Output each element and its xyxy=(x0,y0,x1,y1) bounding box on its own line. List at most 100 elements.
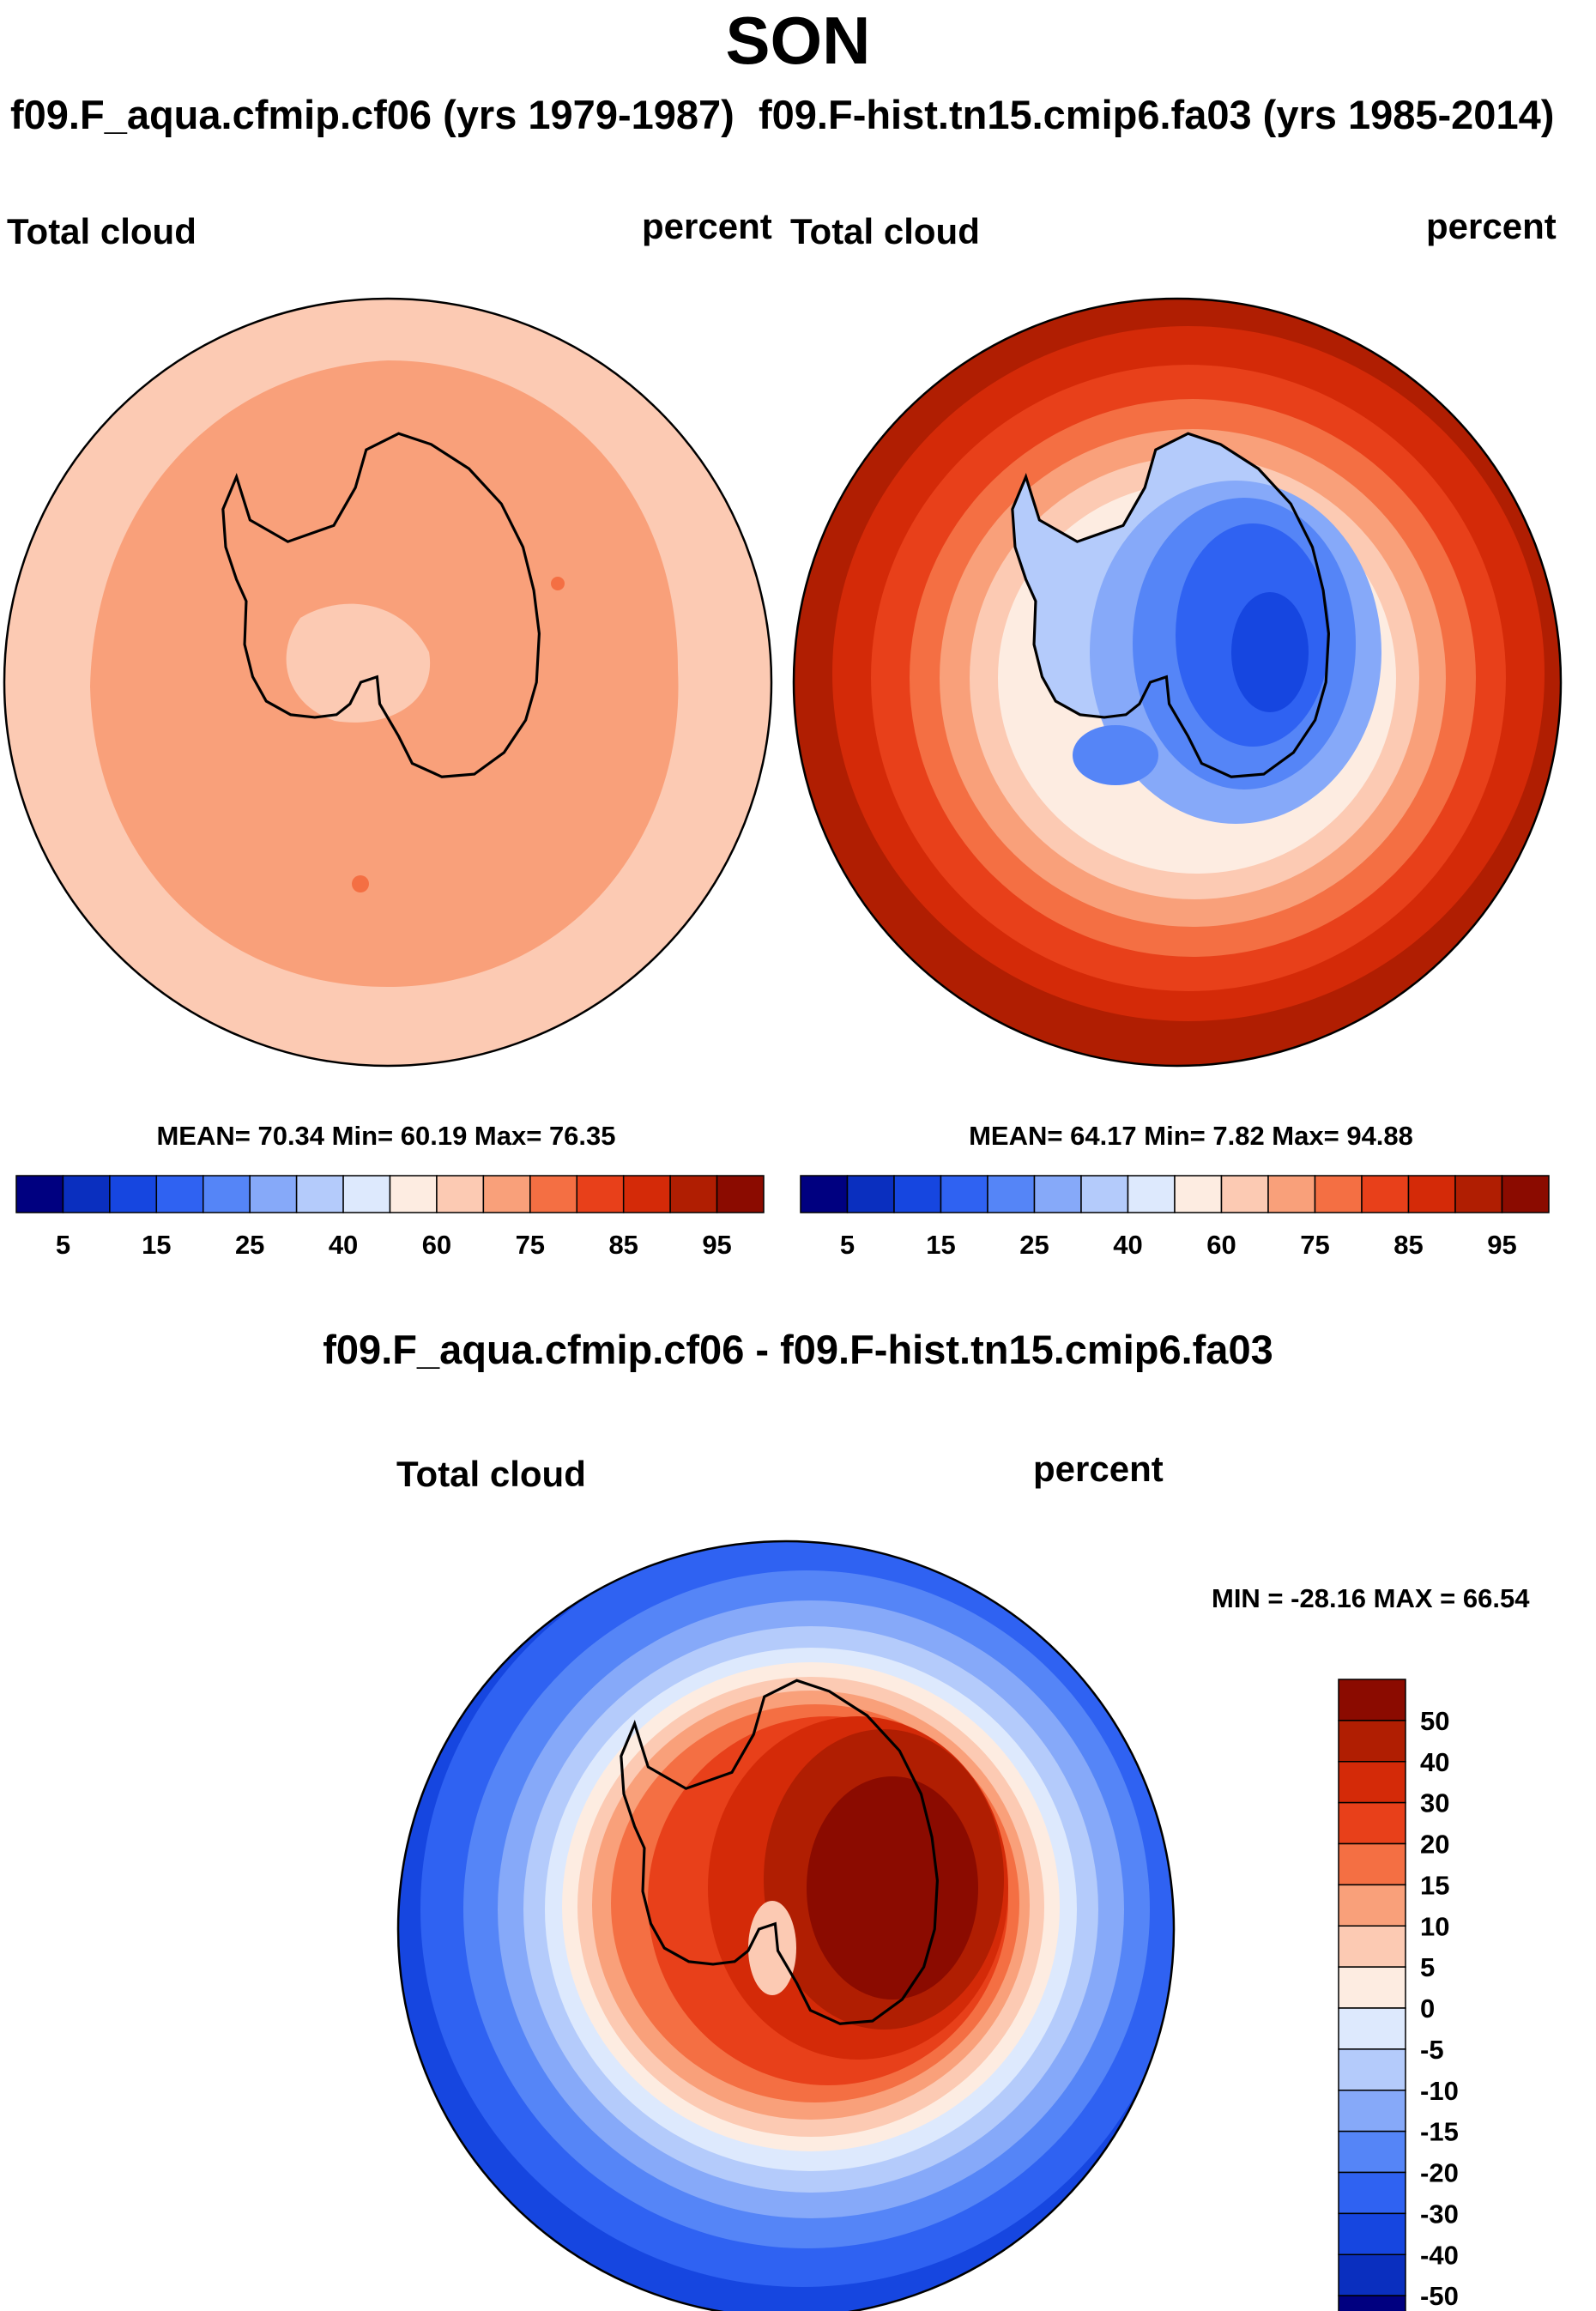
colorbar-label: 60 xyxy=(1206,1230,1236,1260)
colorbar-label: 40 xyxy=(329,1230,358,1260)
colorbar-swatch xyxy=(1338,2048,1406,2091)
colorbar-swatch xyxy=(342,1175,391,1213)
colorbar-swatch xyxy=(1338,1801,1406,1845)
colorbar-label: 85 xyxy=(1393,1230,1423,1260)
colorbar-swatch xyxy=(1338,1925,1406,1968)
colorbar-swatch xyxy=(1501,1175,1550,1213)
colorbar-swatch xyxy=(15,1175,64,1213)
colorbar-label: 60 xyxy=(422,1230,451,1260)
colorbar-swatch xyxy=(800,1175,849,1213)
colorbar-swatch xyxy=(249,1175,298,1213)
difference-units-label: percent xyxy=(1033,1449,1164,1489)
left-units-label: percent xyxy=(642,206,772,246)
colorbar-swatch xyxy=(1454,1175,1503,1213)
colorbar-swatch xyxy=(1314,1175,1363,1213)
difference-map xyxy=(398,1541,1174,2311)
colorbar-label: 5 xyxy=(1420,1952,1435,1982)
colorbar-swatch xyxy=(846,1175,895,1213)
colorbar-label: 75 xyxy=(1300,1230,1329,1260)
colorbar-swatch xyxy=(203,1175,251,1213)
colorbar-swatch xyxy=(1127,1175,1176,1213)
colorbar-label: -15 xyxy=(1420,2117,1459,2147)
left-map-border xyxy=(3,297,773,1068)
colorbar-swatch xyxy=(1338,2171,1406,2215)
colorbar-swatch xyxy=(940,1175,988,1213)
colorbar-swatch xyxy=(1338,1966,1406,2009)
colorbar-swatch xyxy=(893,1175,942,1213)
colorbar-swatch xyxy=(1338,2254,1406,2296)
colorbar-swatch xyxy=(529,1175,577,1213)
colorbar-label: 40 xyxy=(1113,1230,1142,1260)
difference-minmax: MIN = -28.16 MAX = 66.54 xyxy=(1212,1583,1530,1613)
colorbar-swatch xyxy=(295,1175,344,1213)
right-map-border xyxy=(792,297,1563,1068)
right-variable-label: Total cloud xyxy=(790,211,980,251)
colorbar-swatch xyxy=(1338,1842,1406,1886)
colorbar-label: -50 xyxy=(1420,2281,1459,2311)
left-stats: MEAN= 70.34 Min= 60.19 Max= 76.35 xyxy=(156,1121,616,1151)
colorbar-swatch xyxy=(1361,1175,1410,1213)
colorbar-label: 15 xyxy=(1420,1870,1449,1900)
colorbar-label: -20 xyxy=(1420,2158,1459,2188)
colorbar-swatch xyxy=(389,1175,438,1213)
left-case-label: f09.F_aqua.cfmip.cf06 (yrs 1979-1987) xyxy=(10,92,735,137)
colorbar-swatch xyxy=(1338,2007,1406,2050)
colorbar-swatch xyxy=(1174,1175,1223,1213)
colorbar-swatch xyxy=(436,1175,485,1213)
colorbar-label: 25 xyxy=(1019,1230,1049,1260)
colorbar-label: 20 xyxy=(1420,1830,1449,1860)
colorbar-label: 0 xyxy=(1420,1993,1435,2024)
right-case-label: f09.F-hist.tn15.cmip6.fa03 (yrs 1985-201… xyxy=(759,92,1555,137)
colorbar-swatch xyxy=(1080,1175,1129,1213)
colorbar-label: -5 xyxy=(1420,2035,1444,2065)
colorbar-swatch xyxy=(1338,2130,1406,2174)
right-map xyxy=(794,299,1561,1066)
colorbar-swatch xyxy=(622,1175,671,1213)
difference-map-border xyxy=(396,1540,1176,2311)
colorbar-label: 85 xyxy=(608,1230,638,1260)
colorbar-swatch xyxy=(1338,1720,1406,1763)
colorbar-swatch xyxy=(1220,1175,1269,1213)
figure-title: SON xyxy=(725,3,871,78)
colorbar-swatch xyxy=(155,1175,204,1213)
right-colorbar: 5 15 25 40 60 75 85 95 xyxy=(800,1175,1550,1260)
colorbar-swatch xyxy=(1033,1175,1082,1213)
colorbar-swatch xyxy=(576,1175,625,1213)
colorbar-swatch xyxy=(1338,1761,1406,1804)
colorbar-label: -10 xyxy=(1420,2076,1459,2106)
colorbar-label: -40 xyxy=(1420,2240,1459,2270)
colorbar-swatch xyxy=(1338,1679,1406,1721)
colorbar-label: 5 xyxy=(56,1230,70,1260)
colorbar-swatch xyxy=(1338,2212,1406,2255)
colorbar-label: 40 xyxy=(1420,1747,1449,1777)
colorbar-swatch xyxy=(1407,1175,1456,1213)
colorbar-label: 15 xyxy=(142,1230,171,1260)
left-colorbar: 5 15 25 40 60 75 85 95 xyxy=(15,1175,765,1260)
difference-variable-label: Total cloud xyxy=(396,1454,586,1494)
left-variable-label: Total cloud xyxy=(7,211,196,251)
right-stats: MEAN= 64.17 Min= 7.82 Max= 94.88 xyxy=(969,1121,1413,1151)
colorbar-swatch xyxy=(109,1175,158,1213)
colorbar-swatch xyxy=(1338,2295,1406,2311)
colorbar-label: 25 xyxy=(235,1230,264,1260)
colorbar-label: 30 xyxy=(1420,1788,1449,1818)
colorbar-swatch xyxy=(482,1175,531,1213)
difference-title: f09.F_aqua.cfmip.cf06 - f09.F-hist.tn15.… xyxy=(323,1327,1273,1372)
colorbar-swatch xyxy=(669,1175,718,1213)
colorbar-label: 10 xyxy=(1420,1911,1449,1941)
colorbar-label: 50 xyxy=(1420,1706,1449,1736)
colorbar-swatch xyxy=(716,1175,765,1213)
colorbar-label: 95 xyxy=(1487,1230,1516,1260)
colorbar-label: -30 xyxy=(1420,2199,1459,2229)
colorbar-label: 5 xyxy=(840,1230,855,1260)
colorbar-swatch xyxy=(1338,1884,1406,1927)
left-map xyxy=(4,299,771,1066)
colorbar-label: 15 xyxy=(926,1230,955,1260)
right-units-label: percent xyxy=(1426,206,1557,246)
colorbar-swatch xyxy=(62,1175,111,1213)
colorbar-label: 75 xyxy=(516,1230,545,1260)
colorbar-swatch xyxy=(1338,2090,1406,2133)
colorbar-swatch xyxy=(1267,1175,1316,1213)
